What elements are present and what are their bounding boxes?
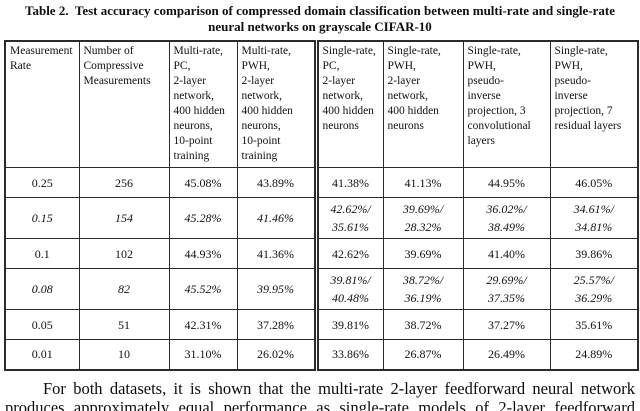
data-cell: 41.38% <box>313 167 384 198</box>
table-caption-line2: neural networks on grayscale CIFAR-10 <box>208 19 432 34</box>
data-cell: 44.93% <box>168 238 238 269</box>
table-row: 0.25 256 45.08% 43.89% 41.38% 41.13% 44.… <box>4 167 639 198</box>
data-cell: 39.81% <box>313 309 384 340</box>
table-row: 0.15 154 45.28% 41.46% 42.62%/ 35.61% 39… <box>4 197 639 239</box>
data-cell: 45.28% <box>168 197 238 239</box>
data-cell: 39.81%/ 40.48% <box>313 268 384 310</box>
data-cell: 0.15 <box>4 197 80 239</box>
data-cell: 38.72%/ 36.19% <box>382 268 464 310</box>
table-row: 0.01 10 31.10% 26.02% 33.86% 26.87% 26.4… <box>4 339 639 370</box>
data-cell: 35.61% <box>549 309 639 340</box>
header-cell-measurement-rate: Measurement Rate <box>4 40 80 168</box>
paper-page: Table 2. Test accuracy comparison of com… <box>0 3 640 411</box>
data-cell: 0.1 <box>4 238 80 269</box>
data-cell: 34.61%/ 34.81% <box>549 197 639 239</box>
table-row: 0.05 51 42.31% 37.28% 39.81% 38.72% 37.2… <box>4 309 639 340</box>
data-cell: 41.13% <box>382 167 464 198</box>
header-cell-singlerate-pwh-conv: Single-rate, PWH, pseudo- inverse projec… <box>462 40 551 168</box>
data-cell: 29.69%/ 37.35% <box>462 268 551 310</box>
header-cell-singlerate-pc: Single-rate, PC, 2-layer network, 400 hi… <box>313 40 384 168</box>
data-cell: 38.72% <box>382 309 464 340</box>
header-row: Measurement Rate Number of Compressive M… <box>4 40 639 168</box>
data-cell: 26.02% <box>236 339 317 370</box>
data-cell: 0.25 <box>4 167 80 198</box>
data-cell: 51 <box>78 309 170 340</box>
header-cell-singlerate-pwh: Single-rate, PWH, 2-layer network, 400 h… <box>382 40 464 168</box>
data-cell: 37.27% <box>462 309 551 340</box>
data-cell: 42.31% <box>168 309 238 340</box>
data-cell: 43.89% <box>236 167 317 198</box>
data-cell: 25.57%/ 36.29% <box>549 268 639 310</box>
data-cell: 10 <box>78 339 170 370</box>
data-cell: 24.89% <box>549 339 639 370</box>
data-cell: 0.01 <box>4 339 80 370</box>
data-cell: 46.05% <box>549 167 639 198</box>
data-cell: 39.86% <box>549 238 639 269</box>
data-cell: 41.36% <box>236 238 317 269</box>
data-cell: 0.05 <box>4 309 80 340</box>
data-cell: 45.52% <box>168 268 238 310</box>
data-cell: 31.10% <box>168 339 238 370</box>
data-cell: 154 <box>78 197 170 239</box>
data-cell: 36.02%/ 38.49% <box>462 197 551 239</box>
data-cell: 33.86% <box>313 339 384 370</box>
body-paragraph: For both datasets, it is shown that the … <box>5 379 635 411</box>
data-cell: 45.08% <box>168 167 238 198</box>
results-table: Measurement Rate Number of Compressive M… <box>4 40 639 371</box>
data-cell: 0.08 <box>4 268 80 310</box>
header-cell-multirate-pwh: Multi-rate, PWH, 2-layer network, 400 hi… <box>236 40 317 168</box>
header-cell-num-measurements: Number of Compressive Measurements <box>78 40 170 168</box>
data-cell: 39.69%/ 28.32% <box>382 197 464 239</box>
data-cell: 41.46% <box>236 197 317 239</box>
data-cell: 41.40% <box>462 238 551 269</box>
data-cell: 44.95% <box>462 167 551 198</box>
body-paragraph-line1: For both datasets, it is shown that the … <box>43 378 635 398</box>
table-row: 0.08 82 45.52% 39.95% 39.81%/ 40.48% 38.… <box>4 268 639 310</box>
data-cell: 39.95% <box>236 268 317 310</box>
data-cell: 26.87% <box>382 339 464 370</box>
header-cell-singlerate-pwh-residual: Single-rate, PWH, pseudo- inverse projec… <box>549 40 639 168</box>
data-cell: 39.69% <box>382 238 464 269</box>
data-cell: 42.62%/ 35.61% <box>313 197 384 239</box>
data-cell: 82 <box>78 268 170 310</box>
table-caption-line1: Table 2. Test accuracy comparison of com… <box>24 3 615 18</box>
data-cell: 102 <box>78 238 170 269</box>
data-cell: 26.49% <box>462 339 551 370</box>
data-cell: 37.28% <box>236 309 317 340</box>
table-row: 0.1 102 44.93% 41.36% 42.62% 39.69% 41.4… <box>4 238 639 269</box>
data-cell: 256 <box>78 167 170 198</box>
data-cell: 42.62% <box>313 238 384 269</box>
table-caption: Table 2. Test accuracy comparison of com… <box>0 3 640 35</box>
header-cell-multirate-pc: Multi-rate, PC, 2-layer network, 400 hid… <box>168 40 238 168</box>
body-paragraph-line2: produces approximately equal performance… <box>5 397 635 411</box>
